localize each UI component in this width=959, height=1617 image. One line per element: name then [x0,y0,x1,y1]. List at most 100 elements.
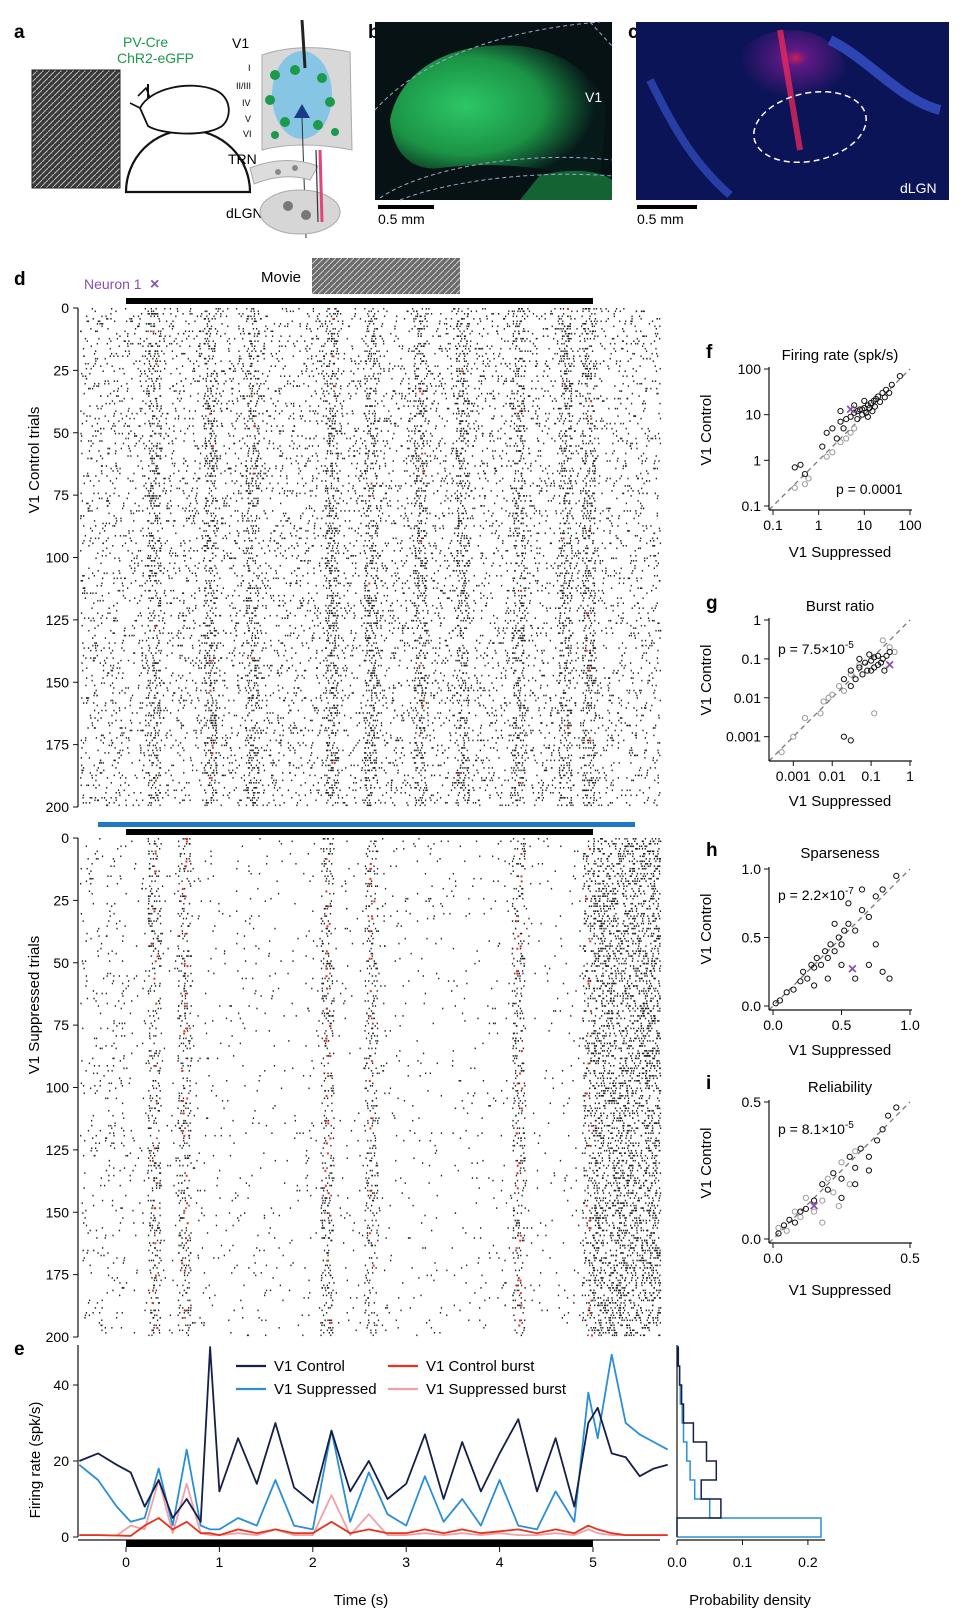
raster-spike [635,310,638,313]
raster-spike [129,480,132,482]
raster-spike [326,325,329,328]
raster-spike [130,510,132,512]
raster-spike [91,510,93,512]
raster-spike [573,355,575,357]
raster-spike [158,335,161,337]
raster-spike [153,422,155,425]
raster-spike [456,455,458,457]
raster-spike [205,475,207,477]
raster-spike [138,510,140,512]
raster-spike [336,487,338,490]
raster-spike [513,313,515,315]
raster-spike [374,420,376,422]
raster-spike [363,340,365,342]
raster-spike [536,422,539,425]
raster-spike [463,345,465,347]
raster-spike [81,372,83,375]
raster-spike [108,452,110,455]
raster-spike [252,447,254,450]
raster-spike [168,442,170,445]
raster-spike [596,320,598,323]
raster-spike [479,320,482,323]
raster-burst [563,382,566,385]
raster-spike [541,387,543,390]
raster-spike [166,507,168,510]
raster-spike [342,500,344,502]
raster-spike [565,417,567,420]
raster-spike [214,377,216,380]
raster-spike [487,357,489,360]
raster-spike [572,452,574,455]
raster-spike [322,355,325,357]
raster-spike [582,412,585,415]
raster-spike [168,427,170,430]
raster-spike [205,380,207,382]
raster-spike [351,410,353,412]
raster-spike [422,510,424,512]
raster-spike [127,335,129,337]
raster-spike [646,457,648,460]
raster-spike [329,510,331,512]
raster-spike [594,467,596,470]
raster-spike [250,310,252,313]
raster-spike [312,410,314,412]
raster-spike [374,352,377,355]
raster-spike [570,392,573,395]
raster-spike [231,422,233,425]
raster-spike [418,387,420,390]
raster-spike [444,382,446,385]
raster-spike [532,417,534,420]
raster-spike [374,440,376,442]
raster-spike [193,440,195,442]
raster-spike [562,422,564,425]
raster-spike [442,512,444,515]
raster-spike [466,328,468,330]
raster-spike [175,437,177,440]
raster-spike [332,370,334,372]
raster-spike [107,328,109,330]
raster-spike [542,470,544,472]
raster-spike [145,402,147,405]
raster-spike [331,462,333,465]
raster-spike [524,370,526,372]
raster-spike [417,375,419,377]
raster-spike [519,450,521,452]
raster-spike [254,462,256,465]
raster-spike [456,510,459,512]
raster-spike [365,395,368,397]
raster-spike [312,375,315,377]
raster-spike [622,375,624,377]
raster-spike [478,347,480,350]
panel-label-c: c [628,22,639,43]
raster-spike [96,460,98,462]
raster-spike [630,447,632,450]
raster-spike [336,340,339,342]
raster-spike [220,395,222,397]
raster-spike [206,457,209,460]
raster-spike [659,337,661,340]
raster-spike [316,477,318,480]
raster-spike [262,352,264,355]
raster-spike [506,325,509,328]
raster-spike [487,362,489,365]
raster-spike [642,507,645,510]
raster-spike [246,477,248,480]
raster-spike [630,342,632,345]
raster-spike [156,445,158,447]
raster-spike [196,350,198,352]
raster-spike [223,502,225,505]
raster-spike [217,308,219,310]
raster-spike [343,400,345,402]
raster-spike [340,427,343,430]
raster-spike [437,328,439,330]
raster-spike [414,415,417,417]
raster-spike [659,442,662,445]
raster-spike [532,405,534,407]
raster-spike [317,460,319,462]
raster-spike [182,313,184,315]
raster-spike [212,447,214,450]
raster-spike [462,392,465,395]
raster-spike [246,490,248,492]
raster-spike [653,467,655,470]
raster-spike [466,392,468,395]
